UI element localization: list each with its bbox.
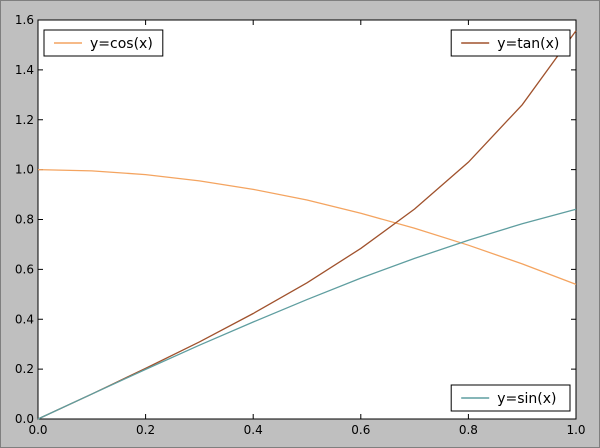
y-tick-label: 0.8 xyxy=(15,213,34,227)
y-tick-label: 1.4 xyxy=(15,63,34,77)
x-tick-label: 1.0 xyxy=(566,423,585,437)
legend-label: y=tan(x) xyxy=(497,36,559,52)
legend-1: y=tan(x) xyxy=(450,29,571,57)
series-lines xyxy=(37,30,577,420)
series-line-0 xyxy=(37,168,577,285)
legend-0: y=cos(x) xyxy=(43,29,164,57)
legends: y=cos(x) y=tan(x) y=sin(x) xyxy=(43,29,571,412)
y-tick-label: 0.4 xyxy=(15,312,34,326)
y-tick-label: 1.2 xyxy=(15,113,34,127)
y-tick-label: 0.6 xyxy=(15,262,34,276)
y-tick-label: 1.6 xyxy=(15,13,34,27)
y-tick-label: 1.0 xyxy=(15,163,34,177)
y-tick-label: 0.0 xyxy=(15,412,34,426)
x-tick-label: 0.0 xyxy=(28,423,47,437)
axis-ticks: 0.0 0.2 0.4 0.6 0.8 1.0 0.0 0.2 0.4 0.6 0.8 1.0 1.2 1… xyxy=(15,13,586,437)
y-tick-label: 0.2 xyxy=(15,362,34,376)
x-tick-label: 0.2 xyxy=(136,423,155,437)
x-tick-label: 0.4 xyxy=(244,423,263,437)
series-line-2 xyxy=(37,208,577,420)
x-tick-label: 0.8 xyxy=(459,423,478,437)
x-tick-label: 0.6 xyxy=(351,423,370,437)
legend-label: y=sin(x) xyxy=(497,391,556,407)
legend-2: y=sin(x) xyxy=(450,384,571,412)
plot-area xyxy=(37,19,577,420)
legend-label: y=cos(x) xyxy=(90,36,153,52)
